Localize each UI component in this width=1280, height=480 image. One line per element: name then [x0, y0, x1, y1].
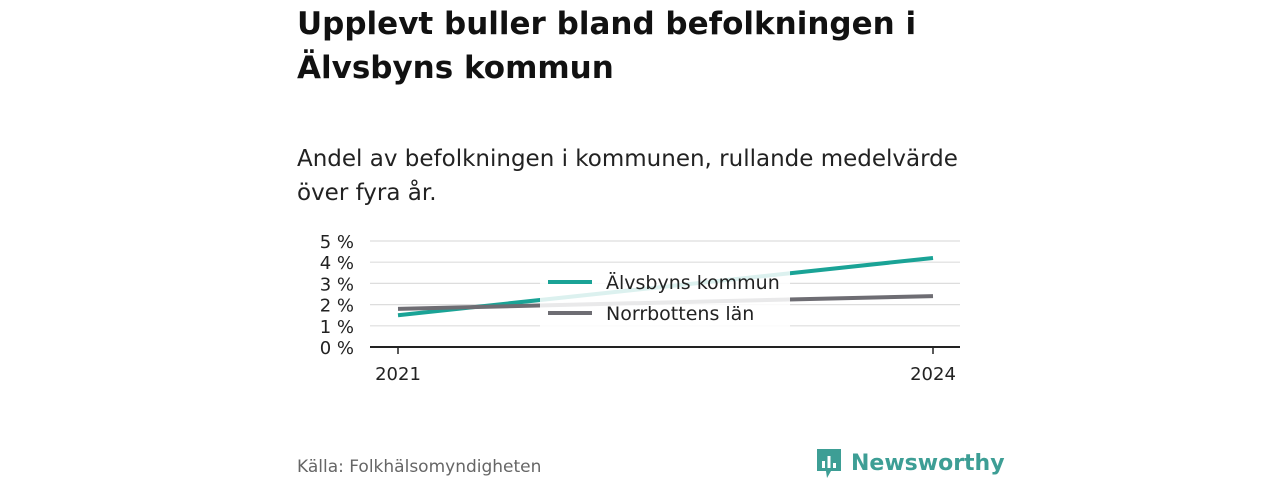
line-chart: 0 %1 %2 %3 %4 %5 % 2021 2024 Älvsbyns kom…: [320, 232, 960, 385]
y-axis-ticks: 0 %1 %2 %3 %4 %5 %: [320, 232, 354, 359]
logo-text: Newsworthy: [851, 450, 1005, 476]
chart-title: Upplevt buller bland befolkningen i Älvs…: [297, 6, 917, 86]
chart-subtitle: Andel av befolkningen i kommunen, rullan…: [297, 146, 958, 206]
legend-label: Älvsbyns kommun: [606, 271, 780, 294]
x-axis-ticks: 2021 2024: [375, 347, 956, 385]
y-tick-label: 5 %: [320, 232, 354, 253]
legend: Älvsbyns kommun Norrbottens län: [540, 265, 790, 327]
legend-label: Norrbottens län: [606, 303, 754, 325]
x-tick-label: 2024: [910, 364, 956, 385]
y-tick-label: 1 %: [320, 317, 354, 338]
newsworthy-logo: Newsworthy: [815, 447, 1005, 479]
legend-background: [540, 265, 790, 327]
newsworthy-bar-chart-icon: [817, 449, 841, 478]
source-note: Källa: Folkhälsomyndigheten: [297, 457, 542, 477]
y-tick-label: 2 %: [320, 296, 354, 317]
y-tick-label: 4 %: [320, 253, 354, 274]
y-tick-label: 3 %: [320, 274, 354, 295]
x-tick-label: 2021: [375, 364, 421, 385]
y-tick-label: 0 %: [320, 338, 354, 359]
